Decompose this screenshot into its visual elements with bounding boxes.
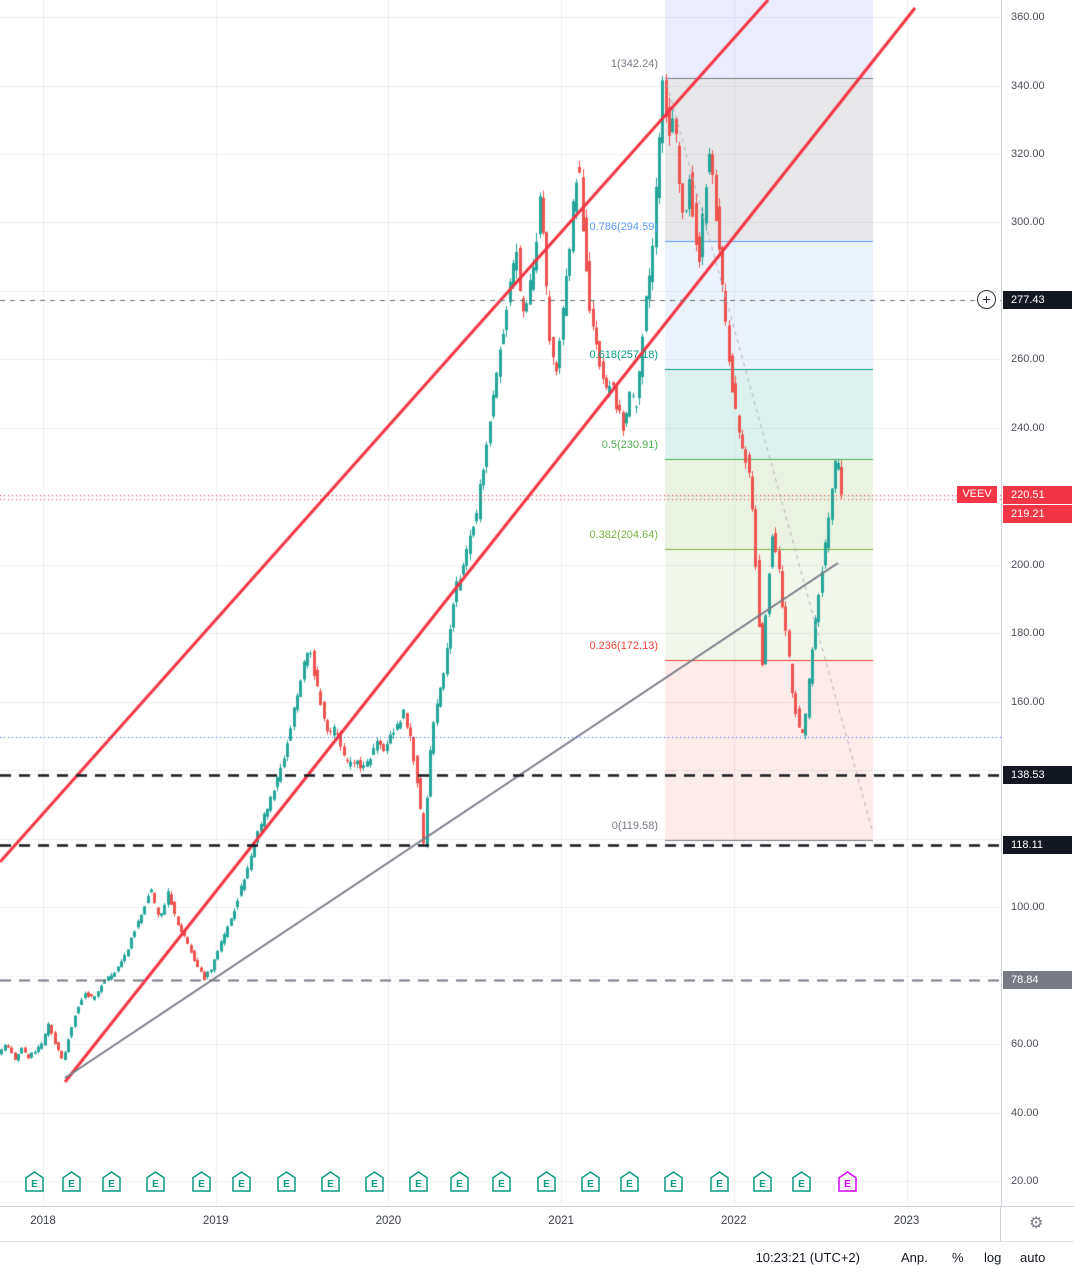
svg-text:E: E bbox=[68, 1179, 75, 1190]
svg-text:E: E bbox=[798, 1179, 805, 1190]
fib-level-label-0.382: 0.382(204.64) bbox=[589, 528, 659, 541]
svg-text:E: E bbox=[152, 1179, 159, 1190]
svg-text:E: E bbox=[626, 1179, 633, 1190]
axis-divider bbox=[1000, 1207, 1001, 1242]
earnings-marker-icon[interactable]: E bbox=[536, 1170, 556, 1197]
time-tick-2018: 2018 bbox=[30, 1215, 56, 1227]
earnings-marker-icon[interactable]: E bbox=[709, 1170, 729, 1197]
time-axis[interactable]: ⚙ 2018 2019 2020 2021 2022 2023 bbox=[0, 1206, 1074, 1242]
fib-level-label-0.618: 0.618(257.18) bbox=[589, 349, 659, 362]
svg-text:E: E bbox=[371, 1179, 378, 1190]
earnings-marker-icon[interactable]: E bbox=[24, 1170, 44, 1197]
price-axis-badge-118.11[interactable]: 118.11 bbox=[1003, 836, 1072, 855]
fib-level-label-0.786: 0.786(294.59) bbox=[589, 220, 659, 233]
earnings-marker-icon[interactable]: E bbox=[364, 1170, 384, 1197]
svg-text:E: E bbox=[759, 1179, 766, 1190]
price-tick: 360.00 bbox=[1011, 11, 1045, 24]
price-tick: 160.00 bbox=[1011, 695, 1045, 708]
svg-text:E: E bbox=[844, 1179, 851, 1190]
session-clock[interactable]: 10:23:21 (UTC+2) bbox=[755, 1250, 860, 1265]
symbol-price-badge: VEEV bbox=[957, 486, 997, 504]
fib-level-label-0.236: 0.236(172.13) bbox=[589, 640, 659, 653]
price-scale[interactable]: 360.00 340.00 320.00 300.00 260.00 240.00 200.… bbox=[1001, 0, 1074, 1206]
price-tick: 20.00 bbox=[1011, 1175, 1039, 1188]
price-tick: 60.00 bbox=[1011, 1038, 1039, 1051]
price-tick: 240.00 bbox=[1011, 421, 1045, 434]
price-tick: 200.00 bbox=[1011, 558, 1045, 571]
price-tick: 100.00 bbox=[1011, 901, 1045, 914]
price-tick: 40.00 bbox=[1011, 1106, 1039, 1119]
svg-text:E: E bbox=[587, 1179, 594, 1190]
svg-text:E: E bbox=[108, 1179, 115, 1190]
svg-text:E: E bbox=[498, 1179, 505, 1190]
price-tick: 320.00 bbox=[1011, 147, 1045, 160]
svg-text:E: E bbox=[670, 1179, 677, 1190]
price-tick: 260.00 bbox=[1011, 353, 1045, 366]
time-tick-2019: 2019 bbox=[202, 1215, 229, 1227]
price-axis-badge-277.43[interactable]: 277.43 bbox=[1003, 290, 1072, 309]
svg-text:E: E bbox=[238, 1179, 245, 1190]
earnings-marker-icon[interactable]: E bbox=[408, 1170, 428, 1197]
svg-text:E: E bbox=[716, 1179, 723, 1190]
price-axis-badge-138.53[interactable]: 138.53 bbox=[1003, 766, 1072, 785]
earnings-marker-icon[interactable]: E bbox=[191, 1170, 211, 1197]
price-axis-badge-220.51[interactable]: 220.51 bbox=[1003, 485, 1072, 504]
time-tick-2021: 2021 bbox=[548, 1215, 574, 1227]
svg-text:E: E bbox=[327, 1179, 334, 1190]
earnings-marker-icon[interactable]: E bbox=[320, 1170, 340, 1197]
earnings-marker-icon[interactable]: E bbox=[491, 1170, 511, 1197]
price-tick: 300.00 bbox=[1011, 216, 1045, 229]
svg-text:E: E bbox=[283, 1179, 290, 1190]
price-axis-badge-219.21[interactable]: 219.21 bbox=[1003, 504, 1072, 523]
time-tick-2022: 2022 bbox=[721, 1215, 747, 1227]
price-chart-canvas[interactable] bbox=[0, 0, 1001, 1206]
earnings-marker-icon[interactable]: E bbox=[276, 1170, 296, 1197]
log-scale-button[interactable]: log bbox=[984, 1250, 1002, 1265]
time-tick-2023: 2023 bbox=[893, 1215, 920, 1227]
fib-level-label-0: 0(119.58) bbox=[611, 820, 658, 833]
earnings-marker-icon[interactable]: E bbox=[580, 1170, 600, 1197]
earnings-marker-icon[interactable]: E bbox=[752, 1170, 772, 1197]
add-alert-plus-icon[interactable]: + bbox=[977, 289, 996, 309]
svg-text:E: E bbox=[456, 1179, 463, 1190]
earnings-marker-icon[interactable]: E bbox=[791, 1170, 811, 1197]
earnings-marker-icon[interactable]: E bbox=[61, 1170, 81, 1197]
earnings-marker-icon[interactable]: E bbox=[837, 1170, 857, 1197]
svg-text:E: E bbox=[543, 1179, 550, 1190]
percent-scale-button[interactable]: % bbox=[952, 1250, 964, 1265]
svg-text:E: E bbox=[198, 1179, 205, 1190]
price-axis-badge-78.84[interactable]: 78.84 bbox=[1003, 970, 1072, 989]
price-tick: 340.00 bbox=[1011, 79, 1045, 92]
earnings-marker-icon[interactable]: E bbox=[449, 1170, 469, 1197]
adjust-button[interactable]: Anp. bbox=[901, 1250, 928, 1265]
price-tick: 180.00 bbox=[1011, 627, 1045, 640]
bottom-status-bar: 10:23:21 (UTC+2) Anp. % log auto bbox=[0, 1241, 1074, 1280]
time-tick-2020: 2020 bbox=[375, 1215, 402, 1227]
earnings-marker-icon[interactable]: E bbox=[101, 1170, 121, 1197]
svg-text:E: E bbox=[415, 1179, 422, 1190]
auto-scale-button[interactable]: auto bbox=[1020, 1250, 1046, 1265]
settings-gear-icon[interactable]: ⚙ bbox=[1029, 1215, 1044, 1232]
fib-level-label-0.5: 0.5(230.91) bbox=[601, 438, 658, 451]
svg-text:E: E bbox=[31, 1179, 38, 1190]
earnings-marker-icon[interactable]: E bbox=[663, 1170, 683, 1197]
fib-level-label-1: 1(342.24) bbox=[610, 57, 658, 70]
earnings-marker-icon[interactable]: E bbox=[619, 1170, 639, 1197]
earnings-marker-icon[interactable]: E bbox=[145, 1170, 165, 1197]
earnings-marker-icon[interactable]: E bbox=[231, 1170, 251, 1197]
